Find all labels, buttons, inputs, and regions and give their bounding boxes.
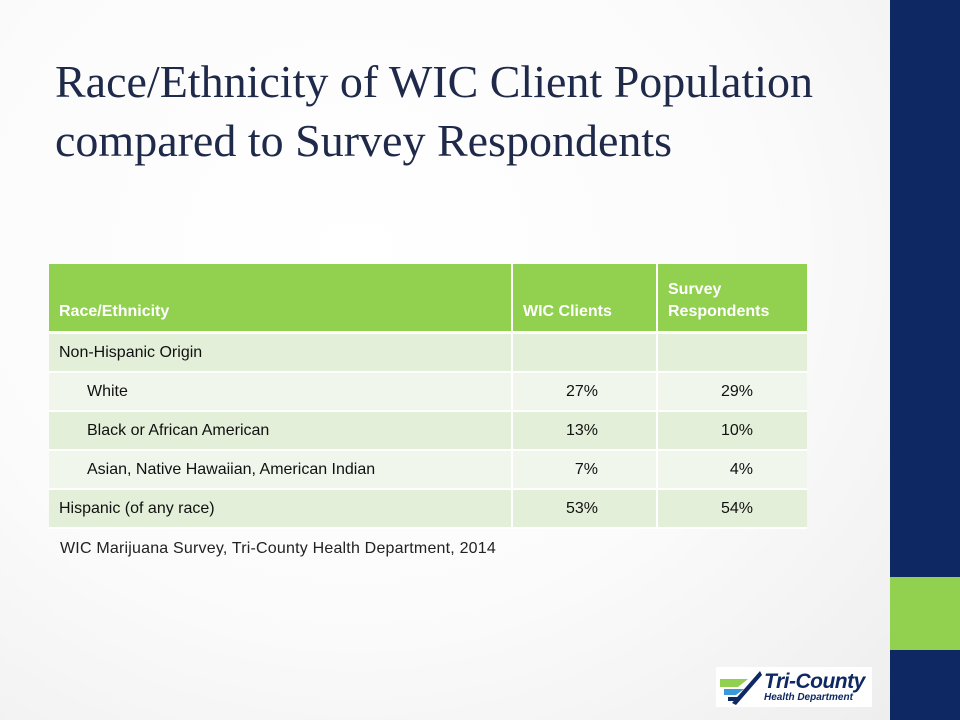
row-label: Non-Hispanic Origin	[49, 332, 513, 373]
row-label: Asian, Native Hawaiian, American Indian	[49, 450, 513, 490]
survey-value: 4%	[657, 450, 807, 490]
tri-county-logo: Tri-County Health Department	[716, 667, 872, 707]
table-header-row: Race/Ethnicity WIC Clients Survey Respon…	[49, 264, 807, 334]
survey-value	[657, 332, 807, 373]
table-row: Asian, Native Hawaiian, American Indian …	[49, 450, 807, 490]
table-row: Black or African American 13% 10%	[49, 411, 807, 451]
header-wic-clients: WIC Clients	[512, 264, 658, 334]
row-label: White	[49, 372, 513, 412]
table-row: White 27% 29%	[49, 372, 807, 412]
survey-value: 10%	[657, 411, 807, 451]
table-row: Hispanic (of any race) 53% 54%	[49, 489, 807, 529]
logo-title: Tri-County	[764, 670, 865, 693]
race-ethnicity-table: Race/Ethnicity WIC Clients Survey Respon…	[49, 264, 807, 529]
wic-value: 13%	[512, 411, 658, 451]
wic-value: 53%	[512, 489, 658, 529]
tri-county-arrow-logo-icon	[720, 671, 762, 705]
side-bar-navy	[890, 0, 960, 577]
slide-title: Race/Ethnicity of WIC Client Population …	[55, 56, 814, 166]
logo-subtitle: Health Department	[764, 692, 853, 703]
wic-value: 7%	[512, 450, 658, 490]
header-survey-respondents: Survey Respondents	[657, 264, 807, 334]
wic-value: 27%	[512, 372, 658, 412]
survey-value: 29%	[657, 372, 807, 412]
side-bar-navy-bottom	[890, 650, 960, 720]
source-note: WIC Marijuana Survey, Tri-County Health …	[60, 540, 496, 557]
table-row: Non-Hispanic Origin	[49, 332, 807, 373]
survey-value: 54%	[657, 489, 807, 529]
header-race-ethnicity: Race/Ethnicity	[49, 264, 513, 334]
row-label: Black or African American	[49, 411, 513, 451]
row-label: Hispanic (of any race)	[49, 489, 513, 529]
wic-value	[512, 332, 658, 373]
side-bar-green	[890, 577, 960, 650]
